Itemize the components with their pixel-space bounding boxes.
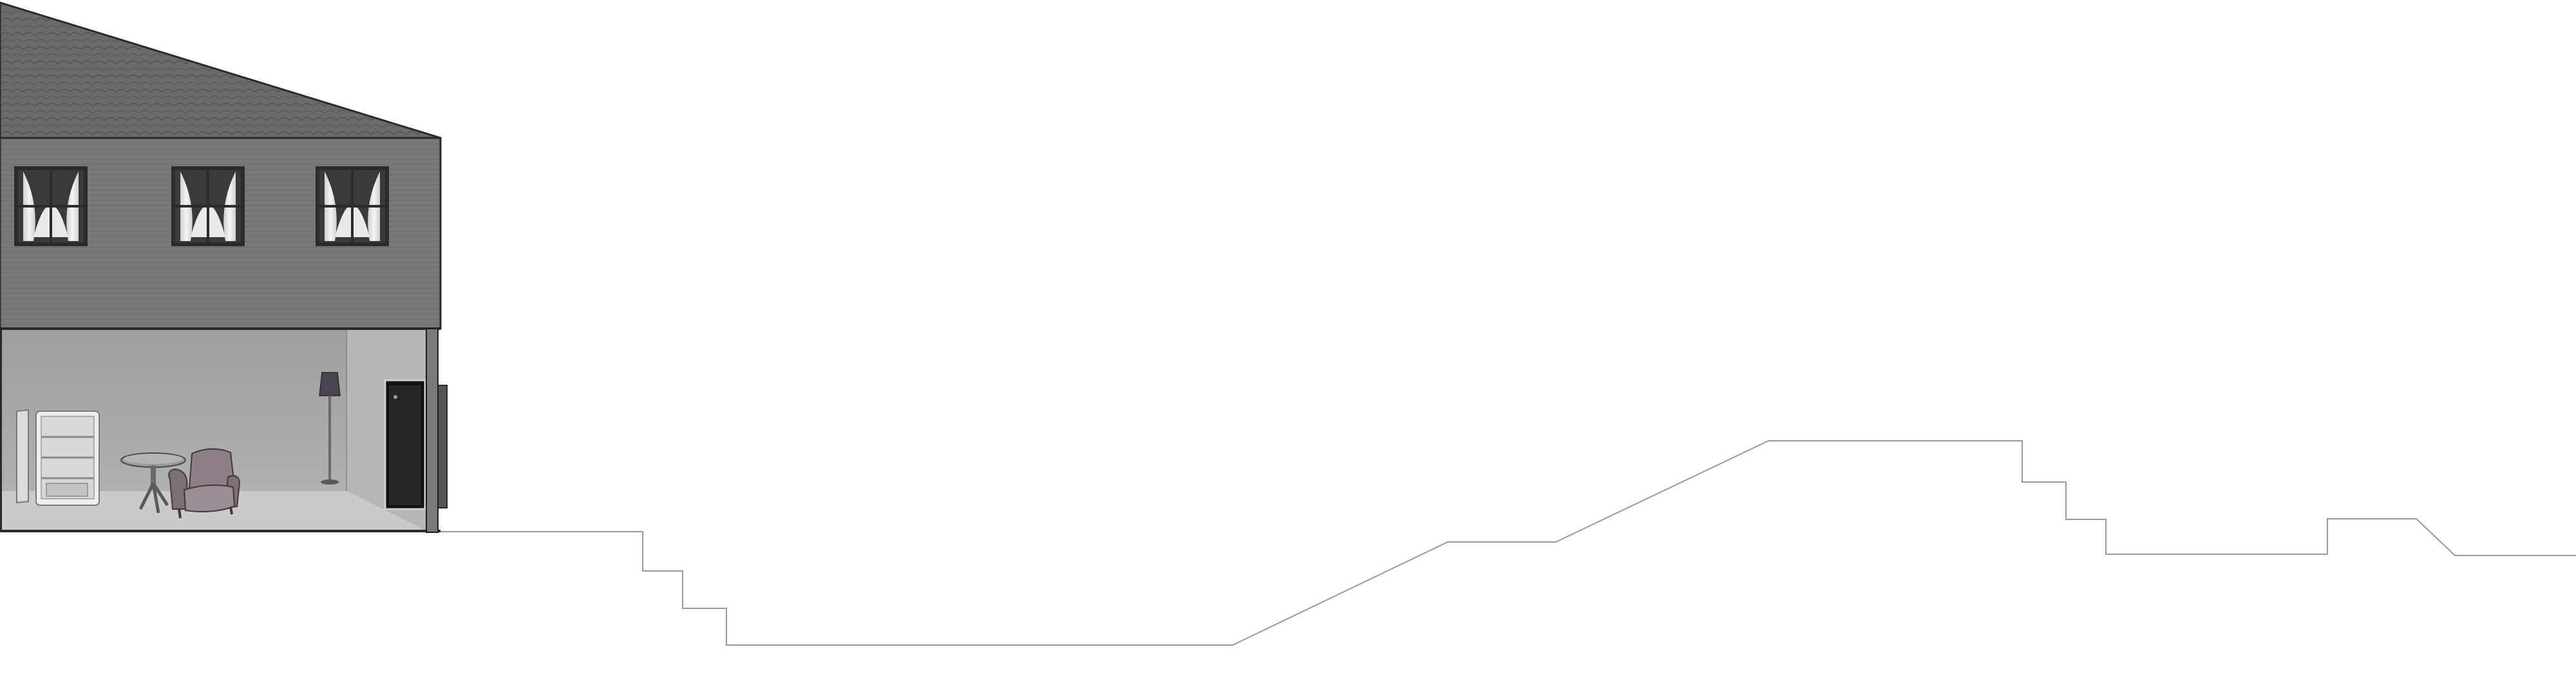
window-3	[316, 166, 389, 246]
open-fridge-icon[interactable]	[16, 409, 100, 506]
floor-lamp-icon[interactable]	[319, 372, 341, 485]
roof	[0, 1, 442, 140]
armchair-icon[interactable]	[168, 448, 241, 519]
door-panel[interactable]	[389, 385, 421, 505]
door-leaf[interactable]	[437, 385, 448, 508]
door-knob	[393, 395, 397, 399]
roof-shingles	[0, 1, 442, 140]
window-1	[14, 166, 88, 246]
round-table-icon[interactable]	[120, 452, 186, 514]
right-wall-pillar	[426, 328, 439, 533]
window-2	[171, 166, 245, 246]
terrain	[440, 440, 2576, 646]
open-door-icon[interactable]	[384, 379, 448, 510]
